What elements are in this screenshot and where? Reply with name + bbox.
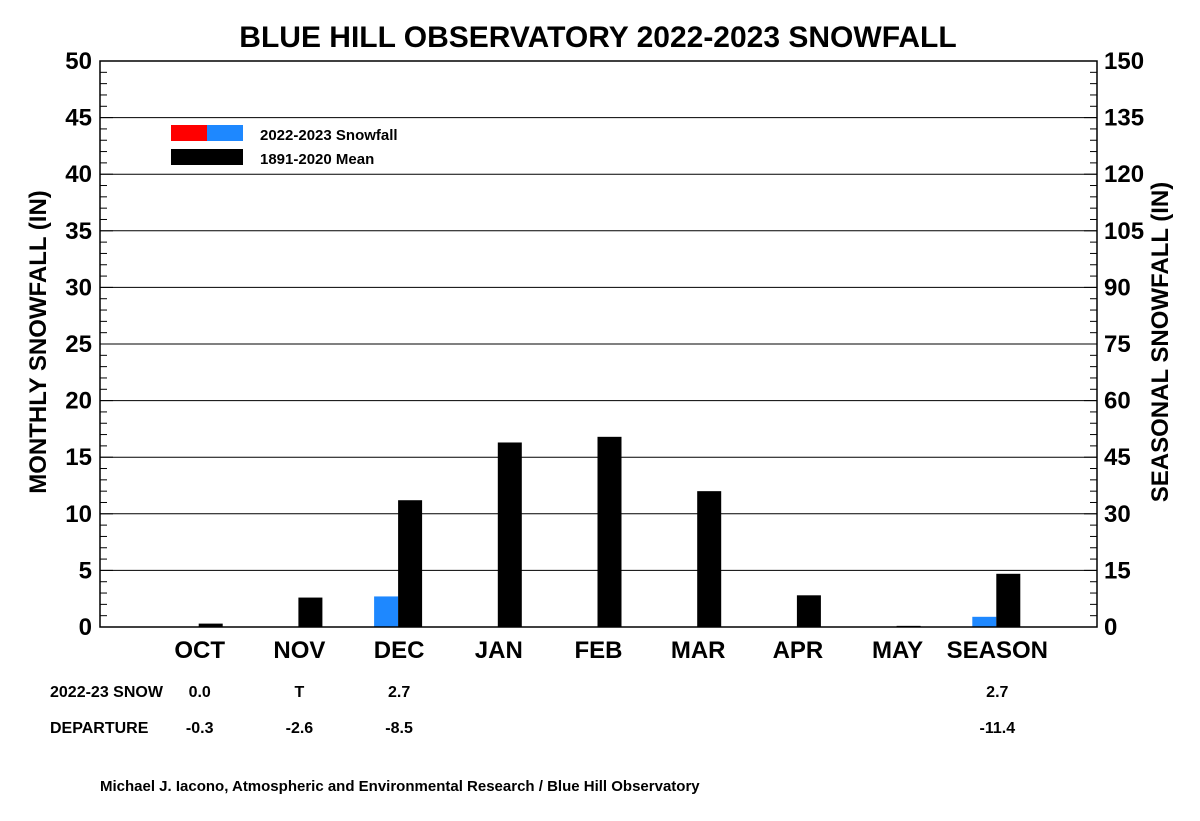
- category-label: OCT: [174, 637, 225, 664]
- credit-line: Michael J. Iacono, Atmospheric and Envir…: [100, 778, 700, 795]
- legend-swatch-red: [171, 125, 207, 141]
- departure-value: -0.3: [186, 720, 214, 737]
- left-tick-label: 35: [65, 218, 92, 245]
- category-label: MAR: [671, 637, 726, 664]
- right-tick-label: 30: [1104, 501, 1131, 528]
- snow-value: 0.0: [189, 684, 211, 701]
- row-label-departure: DEPARTURE: [50, 720, 149, 737]
- right-tick-label: 75: [1104, 331, 1131, 358]
- legend-swatch-blue: [207, 125, 243, 141]
- bars: [198, 436, 1021, 627]
- right-tick-label: 135: [1104, 105, 1144, 132]
- snow-value: 2.7: [986, 684, 1008, 701]
- mean-snowfall-bar: [996, 573, 1021, 627]
- row-label-snow: 2022-23 SNOW: [50, 684, 164, 701]
- left-tick-label: 50: [65, 48, 92, 75]
- right-tick-label: 0: [1104, 614, 1117, 641]
- current-snowfall-bar: [374, 596, 399, 627]
- left-tick-label: 20: [65, 388, 92, 415]
- category-label: APR: [773, 637, 824, 664]
- mean-snowfall-bar: [497, 442, 522, 627]
- gridlines: [100, 117, 1097, 571]
- current-snowfall-bar: [972, 616, 997, 627]
- data-table: 2022-23 SNOW DEPARTURE 0.0 T 2.7 2.7 -0.3 -2.…: [50, 684, 1015, 737]
- right-tick-label: 60: [1104, 388, 1131, 415]
- departure-value: -11.4: [980, 720, 1016, 737]
- chart-title: BLUE HILL OBSERVATORY 2022-2023 SNOWFALL: [239, 21, 956, 54]
- left-tick-label: 45: [65, 105, 92, 132]
- table-values: 0.0 T 2.7 2.7 -0.3 -2.6 -8.5 -11.4: [186, 684, 1015, 737]
- right-tick-label: 120: [1104, 161, 1144, 188]
- category-label: DEC: [374, 637, 425, 664]
- legend-label-mean: 1891-2020 Mean: [260, 151, 374, 168]
- category-label: FEB: [575, 637, 623, 664]
- category-label: SEASON: [947, 637, 1048, 664]
- snow-value: 2.7: [388, 684, 410, 701]
- left-tick-label: 5: [79, 557, 92, 584]
- category-labels: OCT NOV DEC JAN FEB MAR APR MAY SEASON: [174, 637, 1048, 664]
- snow-value: T: [295, 684, 305, 701]
- legend-label-current: 2022-2023 Snowfall: [260, 127, 398, 144]
- category-label: MAY: [872, 637, 923, 664]
- mean-snowfall-bar: [198, 623, 223, 627]
- axis-ticks: [100, 60, 1097, 628]
- mean-snowfall-bar: [298, 597, 323, 627]
- right-tick-label: 105: [1104, 218, 1144, 245]
- left-tick-label: 40: [65, 161, 92, 188]
- mean-snowfall-bar: [597, 436, 622, 627]
- right-axis-label: SEASONAL SNOWFALL (IN): [1147, 182, 1174, 502]
- left-tick-label: 25: [65, 331, 92, 358]
- left-tick-label: 10: [65, 501, 92, 528]
- left-axis-label: MONTHLY SNOWFALL (IN): [25, 190, 52, 494]
- right-tick-label: 15: [1104, 557, 1131, 584]
- left-tick-label: 0: [79, 614, 92, 641]
- departure-value: -2.6: [286, 720, 314, 737]
- category-label: JAN: [475, 637, 523, 664]
- left-tick-label: 30: [65, 274, 92, 301]
- departure-value: -8.5: [385, 720, 413, 737]
- left-axis-tick-labels: 0 5 10 15 20 25 30 35 40 45 50: [65, 48, 92, 641]
- legend-swatch-mean: [171, 149, 243, 165]
- right-axis-tick-labels: 0 15 30 45 60 75 90 105 120 135 150: [1104, 48, 1144, 641]
- right-tick-label: 45: [1104, 444, 1131, 471]
- mean-snowfall-bar: [697, 491, 722, 627]
- right-tick-label: 150: [1104, 48, 1144, 75]
- mean-snowfall-bar: [796, 595, 821, 627]
- category-label: NOV: [273, 637, 325, 664]
- mean-snowfall-bar: [398, 500, 423, 627]
- left-tick-label: 15: [65, 444, 92, 471]
- right-tick-label: 90: [1104, 274, 1131, 301]
- legend: 2022-2023 Snowfall 1891-2020 Mean: [171, 125, 398, 168]
